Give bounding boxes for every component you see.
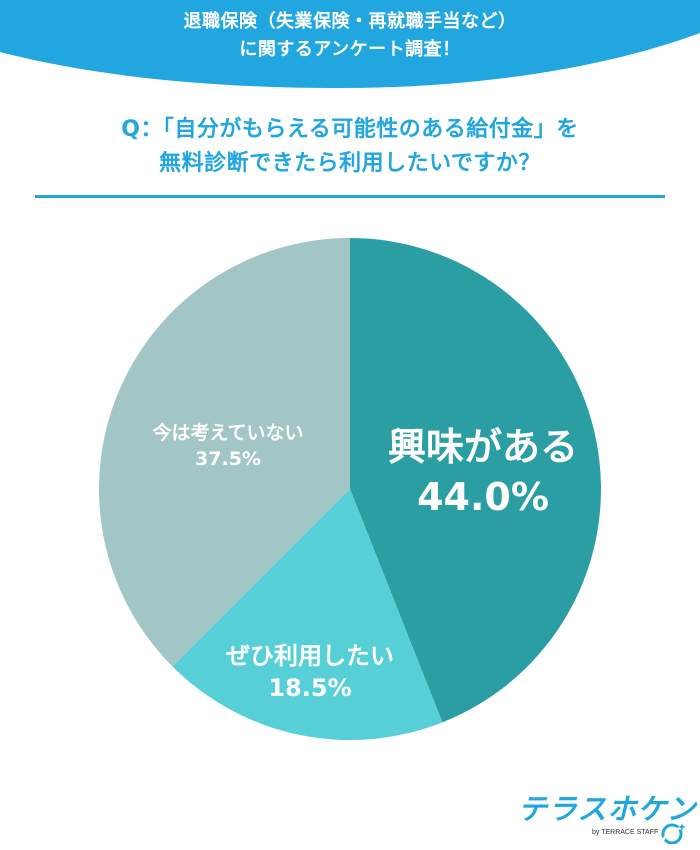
question-line1: Q：「自分がもらえる可能性のある給付金」を: [121, 117, 579, 142]
question-underline: [35, 195, 665, 198]
slice-name-interested: 興味がある: [387, 425, 578, 469]
survey-title-line2: に関するアンケート調査！: [239, 39, 461, 60]
pie-slice-interested: [350, 238, 602, 723]
slice-value-interested: 44.0%: [417, 475, 549, 519]
logo-wordmark: テラスホケン: [518, 792, 697, 826]
slice-label-definitely: ぜひ利用したい 18.5%: [190, 640, 430, 704]
header-banner: [0, 0, 700, 88]
logo-byline: by TERRACE STAFF: [592, 829, 659, 836]
pie-slice-definitely: [172, 489, 443, 740]
survey-title-line1: 退職保険（失業保険・再就職手当など）: [183, 11, 517, 32]
slice-value-definitely: 18.5%: [268, 674, 352, 702]
question-text: Q：「自分がもらえる可能性のある給付金」を 無料診断できたら利用したいですか？: [0, 113, 700, 181]
slice-value-not-now: 37.5%: [195, 448, 261, 470]
survey-title: 退職保険（失業保険・再就職手当など） に関するアンケート調査！: [0, 8, 700, 64]
slice-label-interested: 興味がある 44.0%: [358, 422, 608, 522]
slice-label-not-now: 今は考えていない 37.5%: [118, 420, 338, 472]
question-line2: 無料診断できたら利用したいですか？: [159, 151, 541, 176]
brand-logo: テラスホケン by TERRACE STAFF: [510, 790, 696, 845]
pie-slice-not-now: [98, 238, 351, 667]
slice-name-definitely: ぜひ利用したい: [226, 642, 394, 670]
logo-swoosh-icon: [661, 823, 686, 844]
slice-name-not-now: 今は考えていない: [152, 422, 304, 444]
